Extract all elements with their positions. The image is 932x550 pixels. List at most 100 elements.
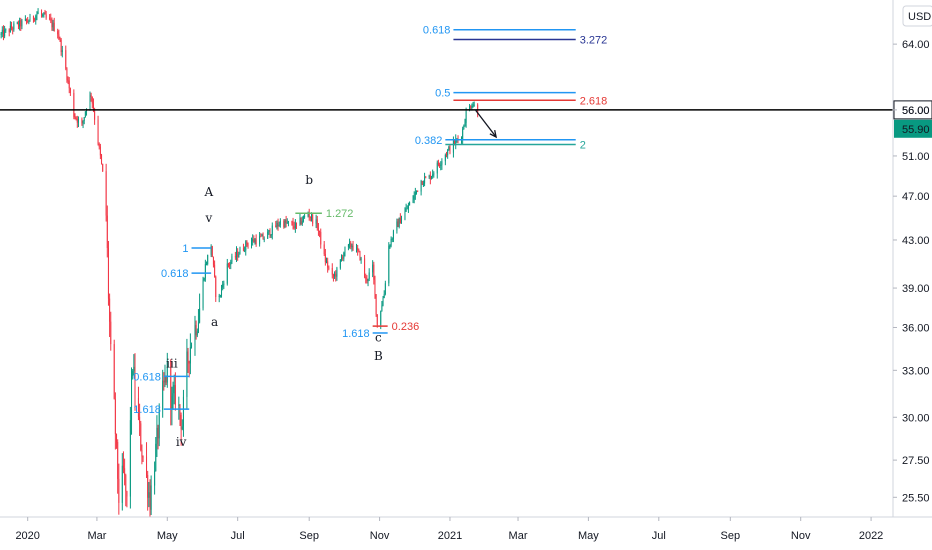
candle-body xyxy=(174,385,176,405)
candle-body xyxy=(439,164,441,166)
candle-body xyxy=(398,217,400,227)
candle-body xyxy=(462,128,464,140)
candle-body xyxy=(328,267,330,269)
candle-body xyxy=(447,149,449,156)
candle-body xyxy=(276,222,278,228)
candle-body xyxy=(41,11,43,15)
candle-body xyxy=(102,163,104,172)
currency-label: USD xyxy=(908,11,931,23)
candle-body xyxy=(140,423,142,451)
candle-body xyxy=(126,491,128,497)
candle-body xyxy=(254,239,256,243)
candle-body xyxy=(107,247,109,299)
candle-body xyxy=(263,238,265,240)
candle-body xyxy=(146,456,148,475)
candle-body xyxy=(223,283,225,285)
candle-body xyxy=(50,18,52,21)
fib-level-label: 0.382 xyxy=(415,135,443,147)
fib-level-label: 1 xyxy=(182,243,188,255)
candle-body xyxy=(261,234,263,237)
candle-body xyxy=(149,492,151,510)
candle-body xyxy=(27,20,29,22)
candle-body xyxy=(222,284,224,288)
candle-body xyxy=(147,474,149,498)
candle-body xyxy=(171,396,173,410)
candle-body xyxy=(125,475,127,492)
candle-body xyxy=(364,258,366,277)
candle-body xyxy=(302,216,304,222)
candle-body xyxy=(336,268,338,277)
candle-body xyxy=(375,294,377,315)
candle-body xyxy=(76,118,78,123)
price-line-overlay: 56.00 55.90 xyxy=(0,100,932,139)
candle-body xyxy=(133,366,135,372)
candle-body xyxy=(291,221,293,223)
candle-body xyxy=(293,226,295,229)
candle-body xyxy=(312,214,314,224)
candle-body xyxy=(401,219,403,224)
candle-body xyxy=(117,442,119,479)
candle-body xyxy=(436,162,438,174)
candle-body xyxy=(299,218,301,225)
candle-body xyxy=(342,257,344,259)
candle-body xyxy=(0,33,2,35)
candle-body xyxy=(162,380,164,410)
fib-level-label: 1.272 xyxy=(326,208,354,220)
candle-body xyxy=(65,50,67,69)
candle-body xyxy=(32,16,34,20)
candle-body xyxy=(105,171,107,216)
candle-body xyxy=(352,245,354,250)
candle-body xyxy=(8,29,10,33)
candle-body xyxy=(368,272,370,279)
candle-body xyxy=(20,20,22,27)
candle-body xyxy=(309,216,311,218)
candle-body xyxy=(407,205,409,209)
candle-body xyxy=(283,220,285,228)
price-line-badge-label: 56.00 xyxy=(902,105,930,117)
candle-body xyxy=(106,215,108,248)
candle-body xyxy=(84,111,86,118)
wave-label: v xyxy=(204,211,212,225)
candle-body xyxy=(178,404,180,406)
candle-body xyxy=(428,175,430,178)
candle-body xyxy=(196,331,198,336)
candle-body xyxy=(21,20,23,27)
candle-body xyxy=(390,238,392,246)
y-tick-label: 43.00 xyxy=(902,235,930,247)
candle-body xyxy=(381,305,383,312)
candle-body xyxy=(391,238,393,240)
y-tick-label: 30.00 xyxy=(902,412,930,424)
candle-body xyxy=(114,398,116,435)
candle-body xyxy=(296,222,298,225)
x-tick-label: 2021 xyxy=(438,530,462,542)
y-tick-label: 27.50 xyxy=(902,455,930,467)
candle-body xyxy=(326,261,328,263)
candle-body xyxy=(44,13,46,15)
candle-body xyxy=(157,427,159,439)
candle-body xyxy=(42,14,44,16)
candle-body xyxy=(9,25,11,33)
candle-body xyxy=(316,219,318,229)
candle-body xyxy=(173,385,175,394)
candle-body xyxy=(207,254,209,265)
candle-body xyxy=(90,95,92,97)
candle-body xyxy=(116,434,118,443)
candle-body xyxy=(69,88,71,93)
fib-level-label: 0.618 xyxy=(133,371,161,383)
candle-body xyxy=(74,116,76,118)
candle-body xyxy=(134,366,136,399)
candle-body xyxy=(92,103,94,111)
candle-body xyxy=(429,175,431,180)
candle-body xyxy=(53,22,55,32)
candle-body xyxy=(29,16,31,22)
candle-body xyxy=(470,106,472,109)
candle-body xyxy=(399,217,401,224)
candle-body xyxy=(12,28,14,30)
candle-body xyxy=(319,230,321,233)
candle-body xyxy=(191,345,193,348)
candle-body xyxy=(82,120,84,124)
candle-body xyxy=(269,230,271,237)
